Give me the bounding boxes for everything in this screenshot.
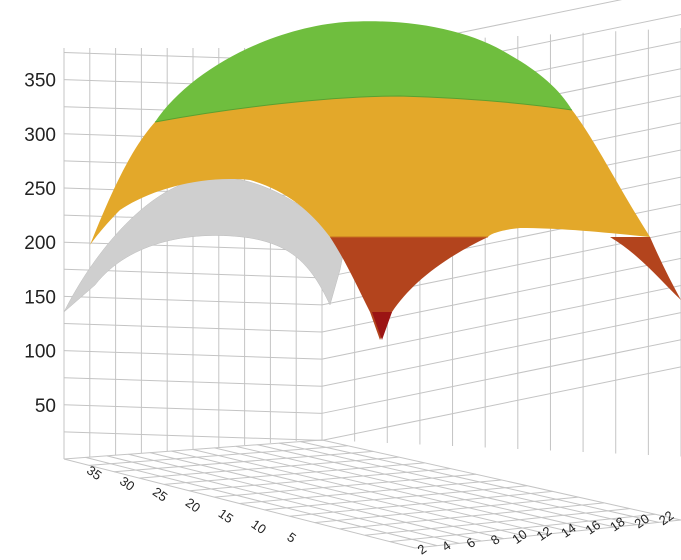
floor-grid-line [63, 458, 416, 549]
right-floor-tick-label: 10 [509, 526, 529, 547]
floor-grid-line [149, 452, 504, 540]
left-floor-tick-label: 25 [150, 484, 170, 505]
right-floor-tick-label: 20 [632, 511, 652, 532]
floor-grid-line [85, 456, 438, 547]
floor-grid-line [106, 455, 460, 544]
z-tick-label: 200 [24, 233, 56, 254]
z-tick-label: 300 [24, 125, 56, 146]
z-tick-label: 350 [24, 71, 56, 92]
right-floor-tick-label: 18 [607, 514, 627, 535]
surface-mesh [63, 21, 681, 340]
back-grid-line [321, 312, 681, 387]
cusp-tip [372, 312, 392, 340]
left-floor-tick-label: 20 [183, 495, 203, 516]
floor-grid-line [214, 447, 571, 533]
right-flank [610, 237, 681, 300]
z-tick-label: 100 [24, 342, 56, 363]
left-floor-tick-label: 30 [117, 473, 137, 494]
floor-grid-line [192, 449, 549, 535]
z-tick-label: 250 [24, 179, 56, 200]
floor-grid-line [128, 453, 482, 542]
right-floor-tick-label: 22 [656, 508, 676, 529]
floor-grid-line [171, 450, 526, 537]
left-floor-tick-label: 15 [216, 506, 236, 527]
z-tick-label: 50 [35, 396, 56, 417]
back-grid-line [321, 285, 681, 360]
left-floor-tick-label: 10 [249, 516, 269, 537]
left-floor-tick-label: 35 [84, 462, 104, 483]
right-floor-tick-label: 6 [463, 535, 478, 551]
right-floor-tick-label: 12 [534, 523, 554, 544]
floor-grid-line [321, 439, 681, 521]
right-floor-tick-label: 4 [439, 538, 454, 554]
cusp-region [330, 237, 488, 340]
back-grid-line [321, 366, 681, 441]
right-floor-tick-label: 14 [558, 520, 578, 541]
floor-grid-line [235, 445, 593, 530]
orange-band [90, 96, 650, 245]
floor-grid-line [300, 441, 659, 523]
floor-grid-line [278, 442, 637, 526]
right-floor-tick-label: 16 [583, 517, 603, 538]
right-floor-tick-label: 8 [488, 532, 503, 548]
green-cap [155, 21, 572, 123]
floor-grid [63, 439, 681, 549]
left-floor-tick-label: 5 [284, 529, 299, 545]
z-tick-label: 150 [24, 287, 56, 308]
floor-grid-line [257, 444, 615, 528]
back-grid-line [321, 339, 681, 414]
